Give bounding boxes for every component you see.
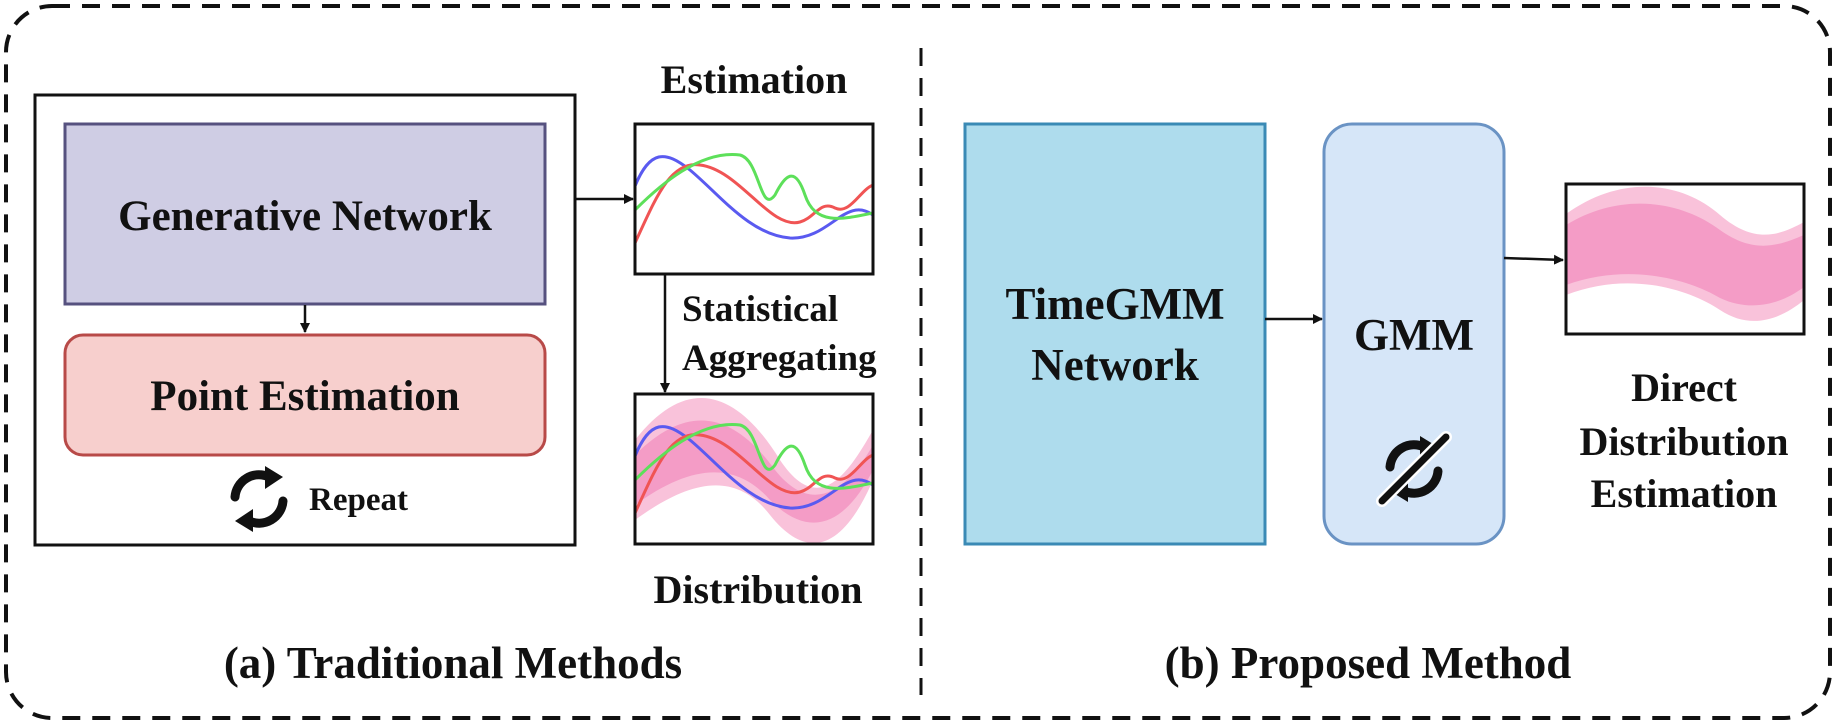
outer-dashed-frame xyxy=(4,4,1832,720)
direct-label-line3: Estimation xyxy=(1591,471,1778,516)
timegmm-network-box xyxy=(963,122,1267,546)
timegmm-label-line2: Network xyxy=(1031,340,1198,390)
direct-label-line2: Distribution xyxy=(1580,419,1789,464)
aggregating-label: Aggregating xyxy=(682,338,877,379)
timegmm-label-line1: TimeGMM xyxy=(1005,279,1224,329)
point-estimation-box xyxy=(63,333,547,457)
distribution-curve-green xyxy=(635,423,873,490)
generative-network-box xyxy=(63,122,547,306)
distribution-plot xyxy=(633,392,875,546)
estimation-curve-red xyxy=(635,163,873,244)
distribution-band-inner xyxy=(635,420,873,523)
distribution-title: Distribution xyxy=(654,567,863,612)
estimation-curve-green xyxy=(635,153,873,220)
direct-band-inner xyxy=(1566,203,1804,306)
no-repeat-icon xyxy=(1376,431,1452,507)
gmm-to-direct-arrow xyxy=(1503,254,1564,265)
direct-distribution-plot xyxy=(1564,182,1806,336)
gmm-box xyxy=(1322,122,1506,546)
point-estimation-label: Point Estimation xyxy=(150,373,459,420)
proposed-caption: (b) Proposed Method xyxy=(1165,638,1572,688)
estimation-title: Estimation xyxy=(661,57,848,102)
generative-network-label: Generative Network xyxy=(118,193,492,240)
repeat-icon xyxy=(230,466,288,532)
distribution-curve-red xyxy=(635,433,873,514)
estimation-plot xyxy=(633,122,875,276)
traditional-caption: (a) Traditional Methods xyxy=(224,638,682,688)
repeat-label: Repeat xyxy=(309,482,408,518)
direct-label-line1: Direct xyxy=(1631,365,1738,410)
gmm-label: GMM xyxy=(1354,310,1474,360)
statistical-label: Statistical xyxy=(682,289,838,330)
